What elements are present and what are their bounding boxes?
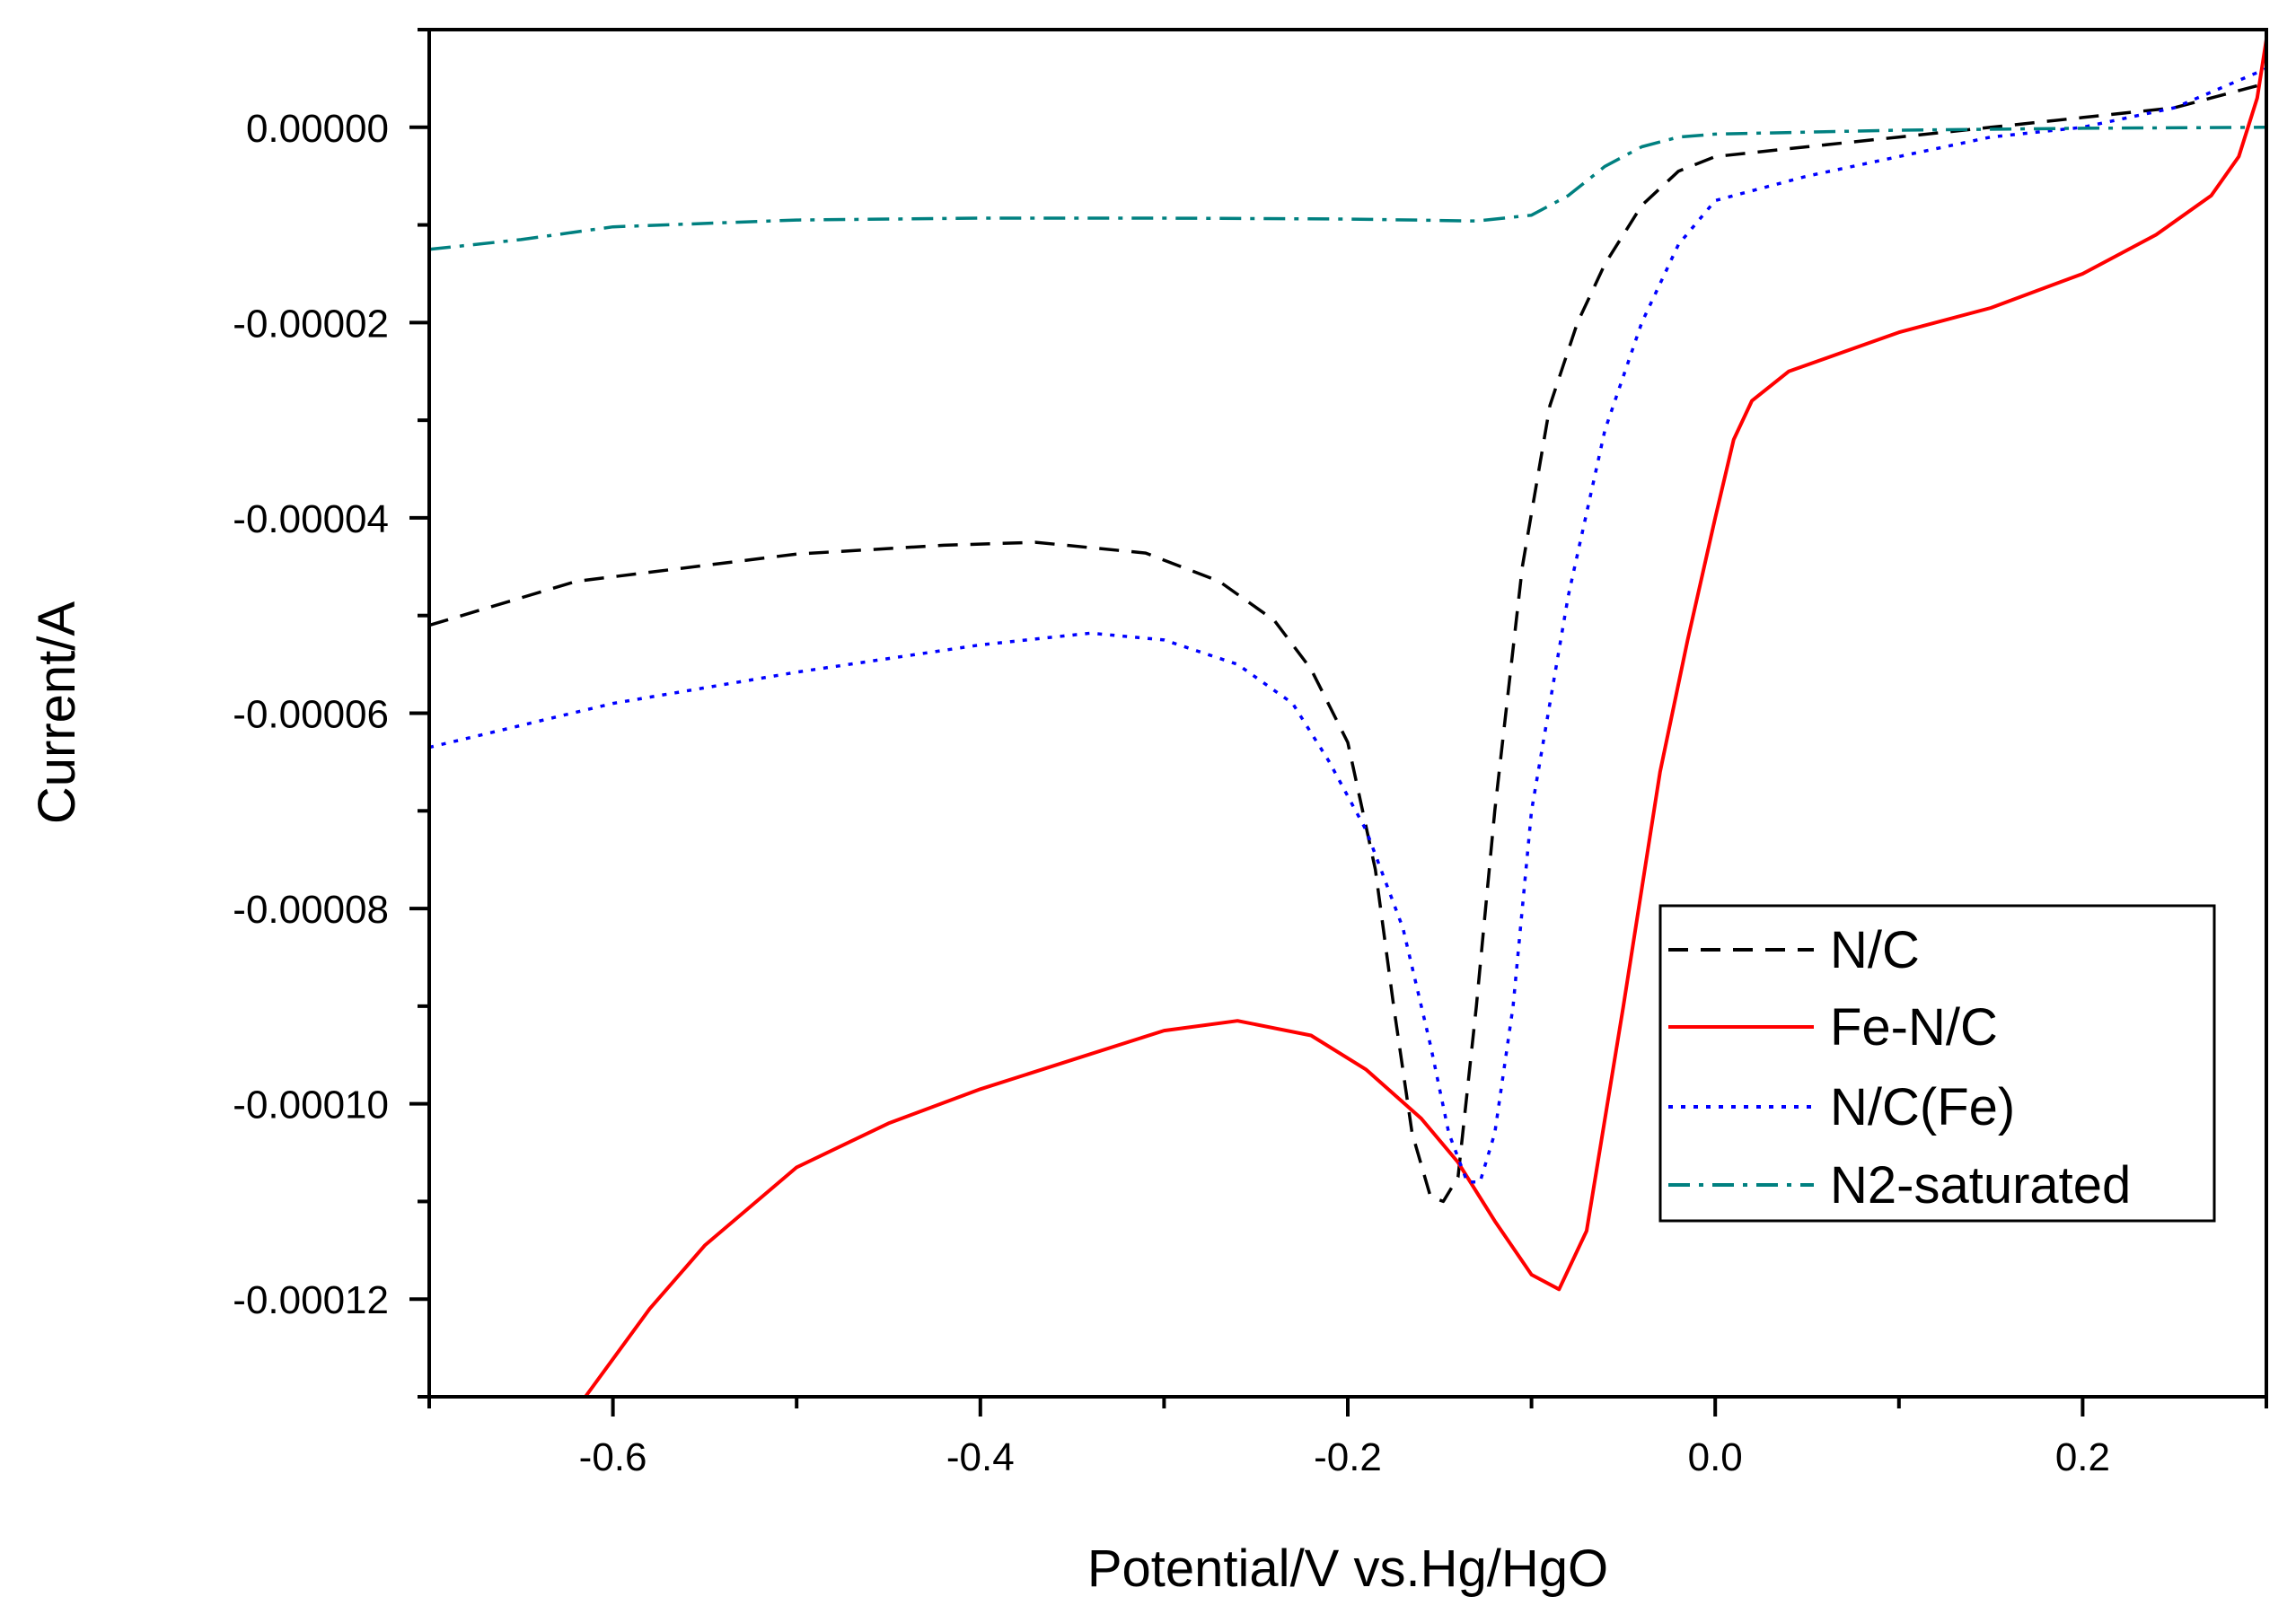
- y-tick-label: -0.00002: [233, 302, 389, 346]
- legend-label: N/C: [1830, 921, 1920, 979]
- x-tick-label: -0.2: [1314, 1435, 1382, 1479]
- series-line-1: [584, 39, 2268, 1399]
- legend: N/C Fe-N/C N/C(Fe) N2-saturated: [1658, 904, 2216, 1223]
- legend-box: [1658, 904, 2216, 1223]
- y-tick-label: 0.00000: [246, 107, 389, 151]
- series-line-3: [428, 126, 2267, 251]
- legend-label: Fe-N/C: [1830, 998, 1998, 1057]
- tick-layer: -0.6 -0.4 -0.2 0.0 0.2 0.00000 -0.00002 -0.0000…: [233, 28, 2268, 1479]
- x-tick-label: 0.0: [1688, 1435, 1743, 1479]
- y-tick-label: -0.00004: [233, 497, 389, 541]
- x-tick-label: -0.6: [579, 1435, 647, 1479]
- legend-label: N/C(Fe): [1830, 1078, 2015, 1136]
- y-tick-label: -0.00010: [233, 1083, 389, 1127]
- x-tick-label: -0.4: [946, 1435, 1015, 1479]
- y-axis-title: Current/A: [28, 601, 86, 825]
- x-axis-title: Potential/V vs.Hg/HgO: [1087, 1539, 1608, 1598]
- y-tick-label: -0.00012: [233, 1278, 389, 1322]
- y-tick-label: -0.00008: [233, 888, 389, 932]
- series-line-0: [428, 82, 2267, 1204]
- series-layer: [428, 39, 2268, 1399]
- legend-entries: N/C Fe-N/C N/C(Fe) N2-saturated: [1668, 921, 2131, 1215]
- legend-label: N2-saturated: [1830, 1156, 2131, 1215]
- y-tick-label: -0.00006: [233, 693, 389, 737]
- x-tick-label: 0.2: [2055, 1435, 2110, 1479]
